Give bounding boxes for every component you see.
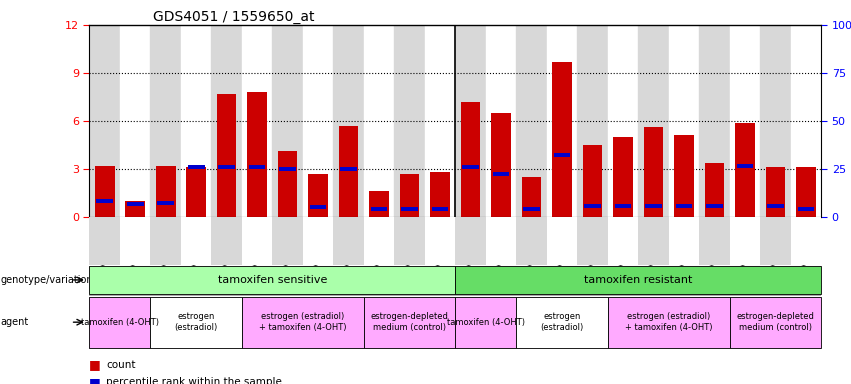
Bar	[127, 202, 144, 206]
Text: agent: agent	[1, 317, 29, 327]
Bar	[125, 201, 145, 217]
Bar	[462, 166, 479, 169]
Bar	[522, 177, 541, 217]
Bar	[425, 25, 455, 217]
Bar	[308, 174, 328, 217]
Bar	[94, 166, 115, 217]
Bar	[791, 25, 821, 217]
Text: estrogen
(estradiol): estrogen (estradiol)	[540, 313, 584, 332]
Bar	[737, 164, 753, 168]
Bar	[369, 191, 389, 217]
Bar	[729, 25, 760, 217]
Bar	[430, 172, 450, 217]
Bar	[96, 199, 113, 203]
Bar	[760, 25, 791, 217]
Bar	[363, 25, 394, 217]
Bar	[797, 207, 814, 211]
Bar	[767, 204, 784, 208]
Bar	[400, 174, 420, 217]
Bar	[180, 25, 211, 217]
Text: ■: ■	[89, 376, 101, 384]
Bar	[700, 25, 729, 217]
Bar	[247, 92, 267, 217]
Bar	[523, 207, 540, 211]
Bar	[608, 25, 638, 217]
Bar	[460, 102, 481, 217]
Bar	[310, 205, 327, 209]
Bar	[455, 25, 486, 217]
Bar	[552, 62, 572, 217]
Bar	[669, 25, 700, 217]
Bar	[705, 162, 724, 217]
Bar	[486, 25, 517, 217]
Bar	[643, 127, 664, 217]
Text: estrogen (estradiol)
+ tamoxifen (4-OHT): estrogen (estradiol) + tamoxifen (4-OHT)	[259, 313, 346, 332]
Bar	[334, 25, 363, 217]
Bar	[645, 204, 662, 208]
Bar	[156, 166, 175, 217]
Bar	[676, 204, 693, 208]
Bar	[613, 137, 633, 217]
Bar	[340, 167, 357, 171]
Bar	[706, 204, 722, 208]
Text: estrogen
(estradiol): estrogen (estradiol)	[174, 313, 218, 332]
Bar	[151, 25, 180, 217]
Bar	[371, 207, 387, 211]
Bar	[279, 167, 296, 171]
Text: count: count	[106, 360, 136, 370]
Text: tamoxifen sensitive: tamoxifen sensitive	[218, 275, 327, 285]
Bar	[242, 25, 272, 217]
Bar	[186, 167, 206, 217]
Bar	[394, 25, 425, 217]
Text: tamoxifen (4-OHT): tamoxifen (4-OHT)	[81, 318, 159, 327]
Bar	[431, 207, 448, 211]
Bar	[584, 204, 601, 208]
Bar	[766, 167, 785, 217]
Bar	[401, 207, 418, 211]
Bar	[339, 126, 358, 217]
Bar	[218, 166, 235, 169]
Bar	[517, 25, 546, 217]
Bar	[120, 25, 151, 217]
Bar	[493, 172, 510, 176]
Text: tamoxifen (4-OHT): tamoxifen (4-OHT)	[447, 318, 525, 327]
Bar	[491, 113, 511, 217]
Bar	[211, 25, 242, 217]
Bar	[554, 152, 570, 157]
Bar	[674, 136, 694, 217]
Bar	[546, 25, 577, 217]
Bar	[583, 145, 603, 217]
Bar	[89, 25, 120, 217]
Bar	[217, 94, 237, 217]
Text: GDS4051 / 1559650_at: GDS4051 / 1559650_at	[153, 10, 315, 23]
Bar	[248, 166, 266, 169]
Text: estrogen-depleted
medium (control): estrogen-depleted medium (control)	[370, 313, 448, 332]
Bar	[796, 167, 816, 217]
Bar	[638, 25, 669, 217]
Bar	[303, 25, 334, 217]
Text: percentile rank within the sample: percentile rank within the sample	[106, 377, 283, 384]
Bar	[735, 122, 755, 217]
Bar	[157, 200, 174, 205]
Text: tamoxifen resistant: tamoxifen resistant	[584, 275, 693, 285]
Text: genotype/variation: genotype/variation	[1, 275, 94, 285]
Text: ■: ■	[89, 358, 101, 371]
Bar	[614, 204, 631, 208]
Bar	[277, 151, 298, 217]
Bar	[577, 25, 608, 217]
Bar	[272, 25, 303, 217]
Text: estrogen (estradiol)
+ tamoxifen (4-OHT): estrogen (estradiol) + tamoxifen (4-OHT)	[625, 313, 712, 332]
Bar	[188, 166, 204, 169]
Text: estrogen-depleted
medium (control): estrogen-depleted medium (control)	[736, 313, 814, 332]
